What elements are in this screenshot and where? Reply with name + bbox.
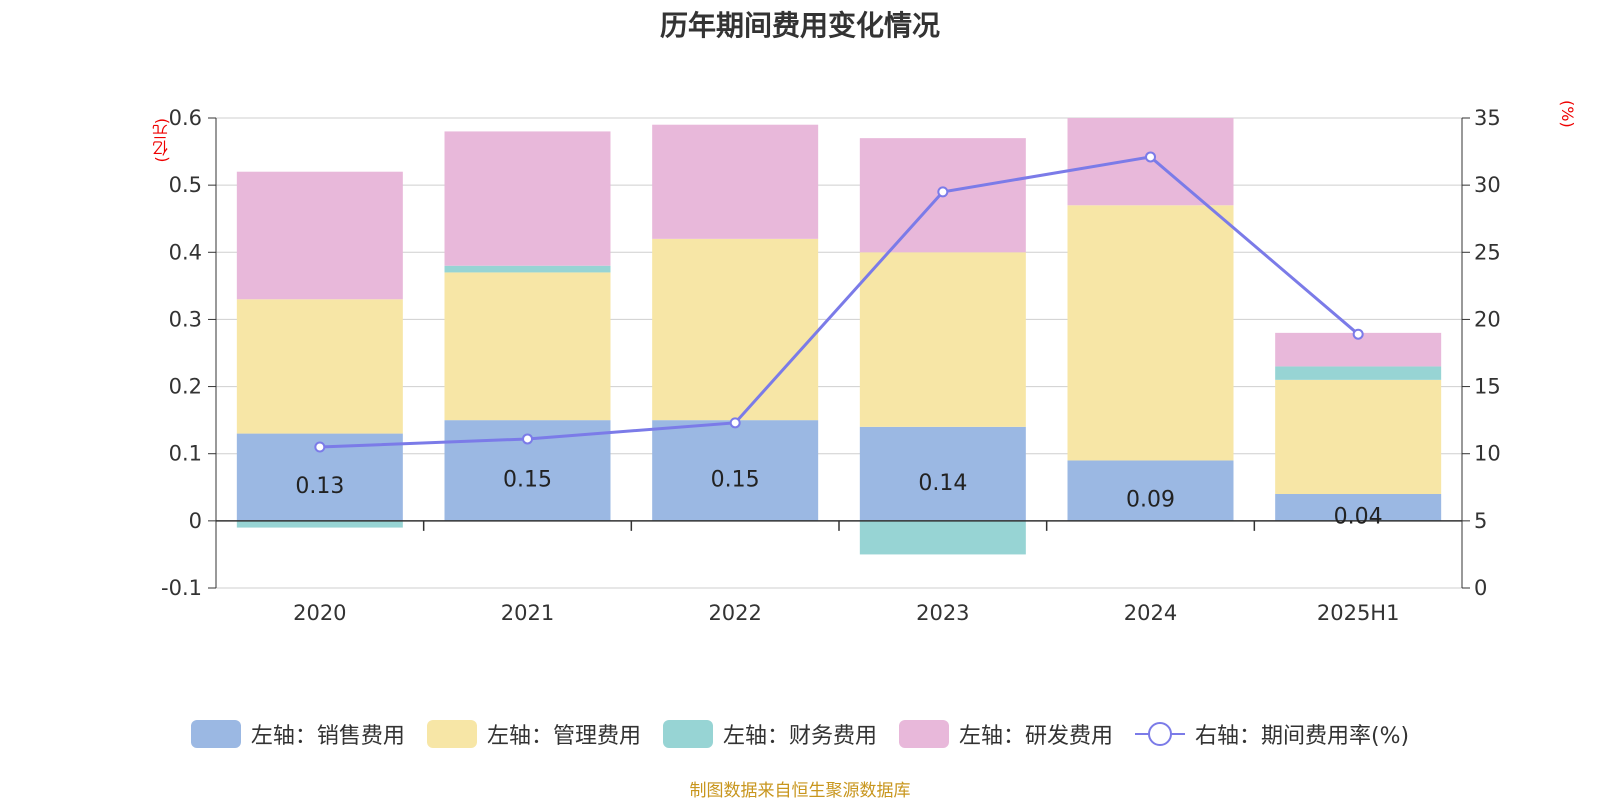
bar-data-label: 0.15 xyxy=(503,468,552,493)
left-tick-label: 0 xyxy=(189,509,202,533)
rate-point xyxy=(1352,328,1364,340)
right-axis-unit: (%) xyxy=(1558,100,1577,128)
legend-swatch-admin xyxy=(426,720,477,748)
right-tick-label: 35 xyxy=(1474,106,1501,130)
rate-line xyxy=(319,155,1360,449)
legend-label-admin: 左轴：管理费用 xyxy=(486,724,641,749)
left-tick-label: -0.1 xyxy=(161,576,202,600)
bar-segment xyxy=(1067,460,1234,521)
bar-segment xyxy=(652,238,819,421)
rate-point xyxy=(937,186,949,198)
rate-point xyxy=(729,417,741,429)
bar-segment xyxy=(444,265,611,273)
bar-segment xyxy=(1275,366,1442,380)
right-tick-label: 0 xyxy=(1474,576,1487,600)
legend-item-admin[interactable]: 左轴：管理费用 xyxy=(426,718,641,750)
bar-data-label: 0.15 xyxy=(711,468,760,493)
legend: 左轴：销售费用 左轴：管理费用 左轴：财务费用 左轴：研发费用 右轴：期间费用率… xyxy=(0,718,1600,750)
bar-segment xyxy=(444,131,611,266)
legend-swatch-sales xyxy=(190,720,241,748)
right-tick-label: 25 xyxy=(1474,240,1501,264)
chart-canvas: -0.1 0 0.1 0.2 0.3 0.4 0.5 0.6 0 5 10 15 20 25 30 35 202… xyxy=(161,106,1501,625)
bar-data-label: 0.04 xyxy=(1334,504,1383,529)
left-tick-label: 0.6 xyxy=(169,106,202,130)
legend-item-sales[interactable]: 左轴：销售费用 xyxy=(190,718,405,750)
legend-swatch-finance xyxy=(662,720,713,748)
right-tick-label: 20 xyxy=(1474,307,1501,331)
right-tick-label: 10 xyxy=(1474,442,1501,466)
left-tick-label: 0.1 xyxy=(169,442,202,466)
x-tick-label: 2025H1 xyxy=(1317,601,1400,625)
bar-segment xyxy=(652,420,819,521)
bar-segment xyxy=(859,520,1026,555)
legend-item-finance[interactable]: 左轴：财务费用 xyxy=(662,718,877,750)
left-tick-label: 0.2 xyxy=(169,375,202,399)
rate-point xyxy=(522,433,533,445)
bar-segment xyxy=(859,426,1026,521)
bar-segment xyxy=(1275,379,1442,494)
legend-label-rnd: 左轴：研发费用 xyxy=(958,724,1113,749)
x-tick-label: 2021 xyxy=(501,601,554,625)
legend-label-finance: 左轴：财务费用 xyxy=(722,724,877,749)
legend-item-rate[interactable]: 右轴：期间费用率(%) xyxy=(1134,718,1410,750)
bar-segment xyxy=(859,252,1026,427)
rate-point xyxy=(1145,151,1156,163)
bar-segment xyxy=(652,124,819,239)
x-tick-label: 2023 xyxy=(916,601,969,625)
left-tick-label: 0.3 xyxy=(169,307,202,331)
right-tick-label: 5 xyxy=(1474,509,1487,533)
right-tick-label: 15 xyxy=(1474,375,1501,399)
right-tick-label: 30 xyxy=(1474,173,1501,197)
bar-segment xyxy=(236,520,403,528)
bar-segment xyxy=(1067,205,1234,461)
bar-data-label: 0.09 xyxy=(1126,488,1175,513)
bar-data-label: 0.14 xyxy=(918,471,967,496)
chart-title: 历年期间费用变化情况 xyxy=(659,9,940,42)
bar-segment xyxy=(236,299,403,434)
rate-point xyxy=(314,441,326,453)
legend-swatch-rnd xyxy=(898,720,949,748)
data-source-note: 制图数据来自恒生聚源数据库 xyxy=(689,781,911,801)
x-tick-label: 2024 xyxy=(1124,601,1177,625)
legend-line-marker-icon xyxy=(1134,720,1185,748)
legend-label-sales: 左轴：销售费用 xyxy=(250,724,405,749)
x-tick-label: 2020 xyxy=(293,601,346,625)
bar-data-label: 0.13 xyxy=(295,474,344,499)
bar-segment xyxy=(1275,494,1442,521)
legend-item-rnd[interactable]: 左轴：研发费用 xyxy=(898,718,1113,750)
left-tick-label: 0.4 xyxy=(169,240,202,264)
legend-label-rate: 右轴：期间费用率(%) xyxy=(1194,724,1410,749)
bar-segment xyxy=(444,272,611,421)
bar-segment xyxy=(236,171,403,300)
x-tick-label: 2022 xyxy=(708,601,761,625)
left-tick-label: 0.5 xyxy=(169,173,202,197)
